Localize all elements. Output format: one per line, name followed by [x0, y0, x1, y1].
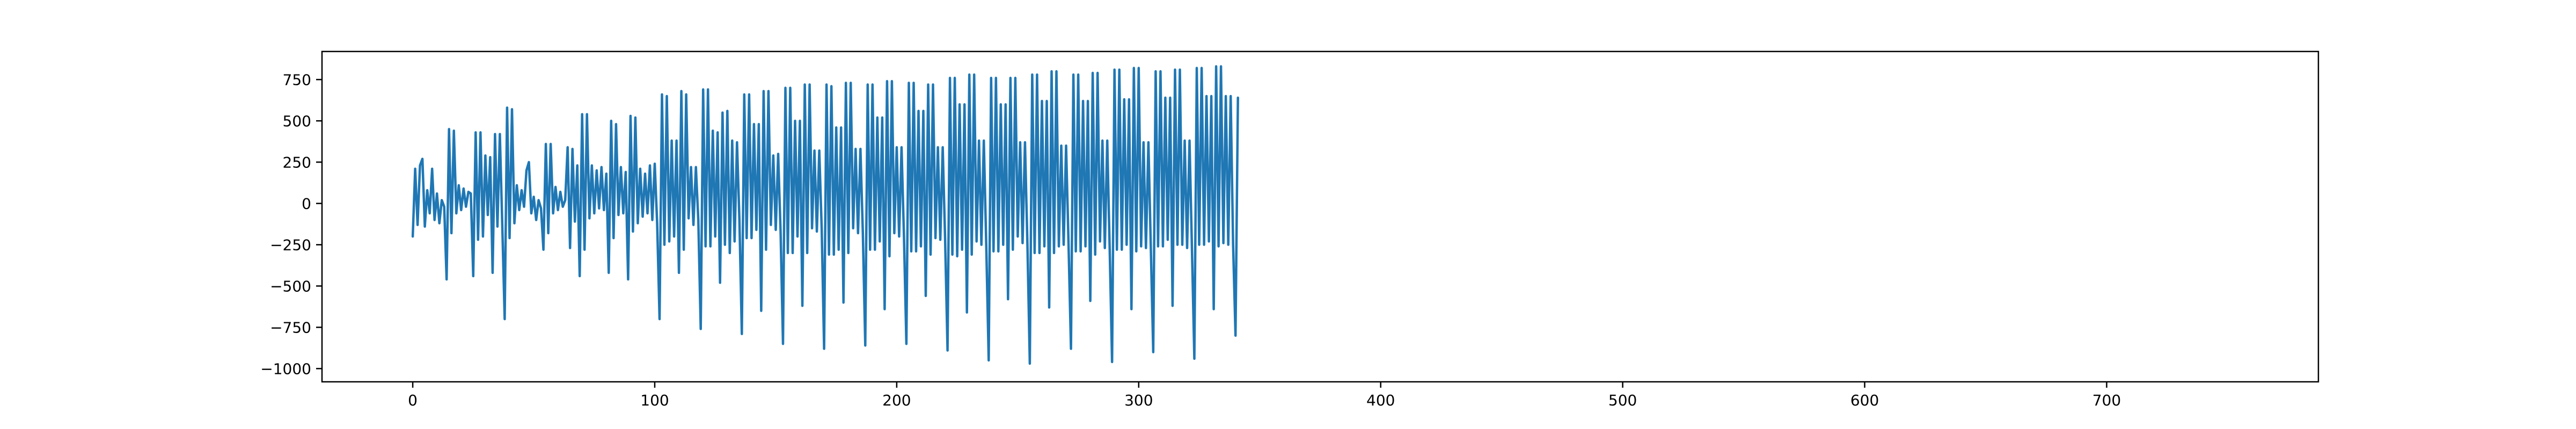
x-tick-label: 100	[640, 391, 669, 409]
y-tick-label: −1000	[260, 360, 311, 378]
plot-frame	[321, 50, 2319, 383]
x-tick-label: 300	[1124, 391, 1153, 409]
y-tick-label: 500	[283, 112, 311, 130]
y-axis-ticks: −1000 −750 −500 −250 0 250 500 750	[260, 71, 322, 378]
y-tick-label: 250	[283, 153, 311, 171]
y-tick-label: 750	[283, 71, 311, 88]
series-line	[411, 65, 1239, 365]
x-tick-label: 500	[1608, 391, 1637, 409]
x-tick-label: 0	[408, 391, 418, 409]
x-axis-ticks: 0 100 200 300 400 500 600 700	[408, 382, 2121, 409]
y-tick-label: −750	[270, 319, 311, 336]
x-tick-label: 400	[1366, 391, 1395, 409]
y-tick-label: 0	[302, 195, 311, 212]
x-tick-label: 600	[1850, 391, 1879, 409]
y-tick-label: −500	[270, 277, 311, 295]
x-tick-label: 700	[2092, 391, 2121, 409]
y-tick-label: −250	[270, 236, 311, 254]
x-tick-label: 200	[882, 391, 911, 409]
